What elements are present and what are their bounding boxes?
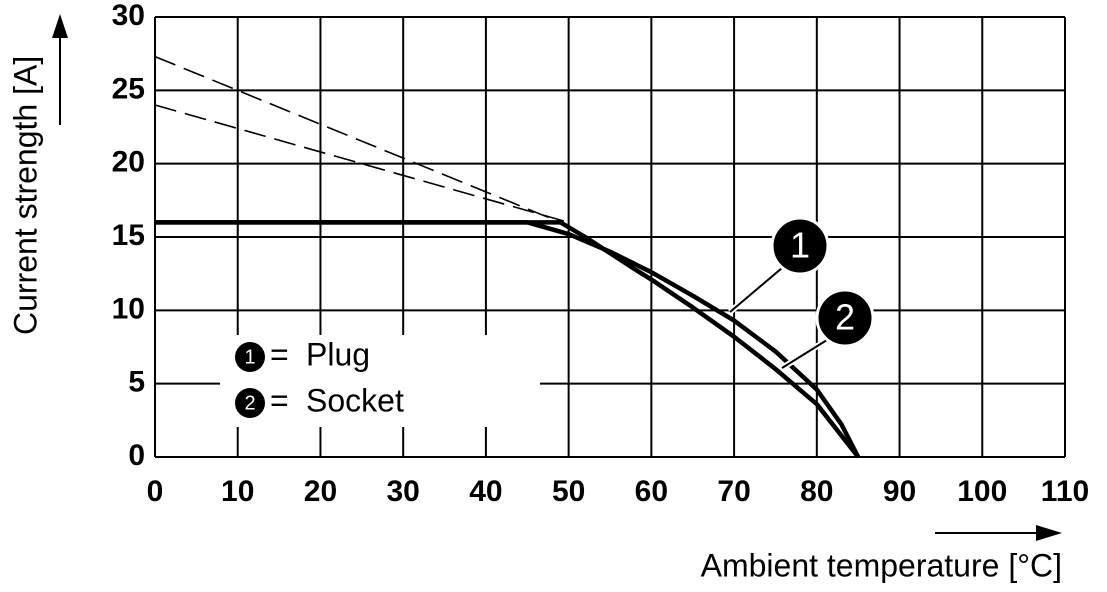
legend-badge <box>235 342 265 372</box>
legend-separator: = <box>270 382 289 418</box>
x-tick-label: 30 <box>386 475 419 508</box>
y-tick-label: 25 <box>112 72 145 105</box>
legend-label: Plug <box>306 336 370 372</box>
x-tick-label: 50 <box>552 475 585 508</box>
extrapolation-line <box>154 55 561 224</box>
y-tick-label: 20 <box>112 146 145 179</box>
x-tick-label: 60 <box>635 475 668 508</box>
y-tick-label: 5 <box>128 366 145 399</box>
curve-badge <box>815 288 875 348</box>
x-tick-label: 40 <box>469 475 502 508</box>
x-tick-label: 0 <box>147 475 164 508</box>
y-axis-label: Current strength [A] <box>7 56 43 335</box>
curve-badge-label: 2 <box>835 297 855 338</box>
legend-box <box>220 335 540 427</box>
x-tick-label: 90 <box>883 475 916 508</box>
legend-badge-label: 2 <box>244 392 255 414</box>
x-tick-label: 70 <box>717 475 750 508</box>
y-tick-label: 0 <box>128 439 145 472</box>
x-axis-label: Ambient temperature [°C] <box>701 547 1062 583</box>
y-tick-label: 10 <box>112 292 145 325</box>
y-tick-label: 15 <box>112 219 145 252</box>
x-tick-label: 20 <box>304 475 337 508</box>
extrapolation-line <box>154 104 569 224</box>
x-tick-label: 10 <box>221 475 254 508</box>
y-arrow-head <box>52 14 68 38</box>
curves <box>154 55 861 459</box>
leader-line <box>729 267 783 313</box>
x-tick-label: 100 <box>957 475 1007 508</box>
legend-separator: = <box>270 336 289 372</box>
legend-badge-label: 1 <box>244 346 255 368</box>
y-tick-label: 30 <box>112 0 145 32</box>
leader-line <box>781 339 828 369</box>
curve <box>155 220 860 459</box>
x-tick-label: 110 <box>1041 475 1089 508</box>
curve-badge <box>770 216 830 276</box>
x-tick-label: 80 <box>800 475 833 508</box>
x-arrow-head <box>1036 525 1062 541</box>
grid <box>154 16 1066 458</box>
legend-badge <box>235 388 265 418</box>
legend-label: Socket <box>306 382 404 418</box>
curve <box>155 220 861 459</box>
curve-badge-label: 1 <box>790 225 810 266</box>
